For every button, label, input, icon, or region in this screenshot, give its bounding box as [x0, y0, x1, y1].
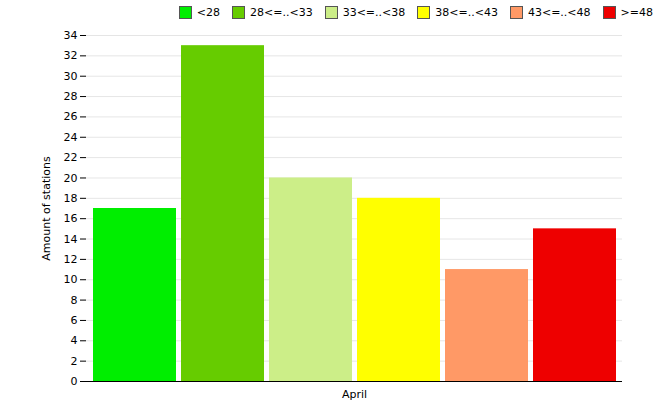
html-text:28<=..<33: 28<=..<33 [250, 6, 313, 19]
html-text:<28: <28 [196, 6, 220, 19]
svg-text:14: 14 [64, 233, 78, 246]
html-text:38<=..<43: 38<=..<43 [435, 6, 498, 19]
svg-text:2: 2 [71, 355, 78, 368]
html-text:43<=..<48: 43<=..<48 [527, 6, 591, 19]
svg-text:16: 16 [64, 212, 78, 225]
svg-text:0: 0 [71, 375, 78, 388]
svg-text:8: 8 [71, 294, 78, 307]
svg-text:18: 18 [64, 192, 78, 205]
svg-text:24: 24 [64, 131, 78, 144]
svg-text:April: April [342, 388, 367, 401]
svg-text:22: 22 [64, 151, 78, 164]
svg-text:10: 10 [64, 273, 78, 286]
svg-text:Amount of stations: Amount of stations [40, 156, 53, 261]
svg-text:30: 30 [64, 70, 78, 83]
svg-text:26: 26 [64, 110, 78, 123]
html-text:>=48: >=48 [620, 6, 653, 19]
html-text:33<=..<38: 33<=..<38 [342, 6, 406, 19]
svg-text:6: 6 [71, 314, 78, 327]
svg-text:4: 4 [71, 334, 78, 347]
svg-text:20: 20 [64, 171, 78, 184]
svg-text:34: 34 [64, 29, 78, 42]
svg-text:32: 32 [64, 49, 78, 62]
svg-text:28: 28 [64, 90, 78, 103]
svg-text:12: 12 [64, 253, 78, 266]
